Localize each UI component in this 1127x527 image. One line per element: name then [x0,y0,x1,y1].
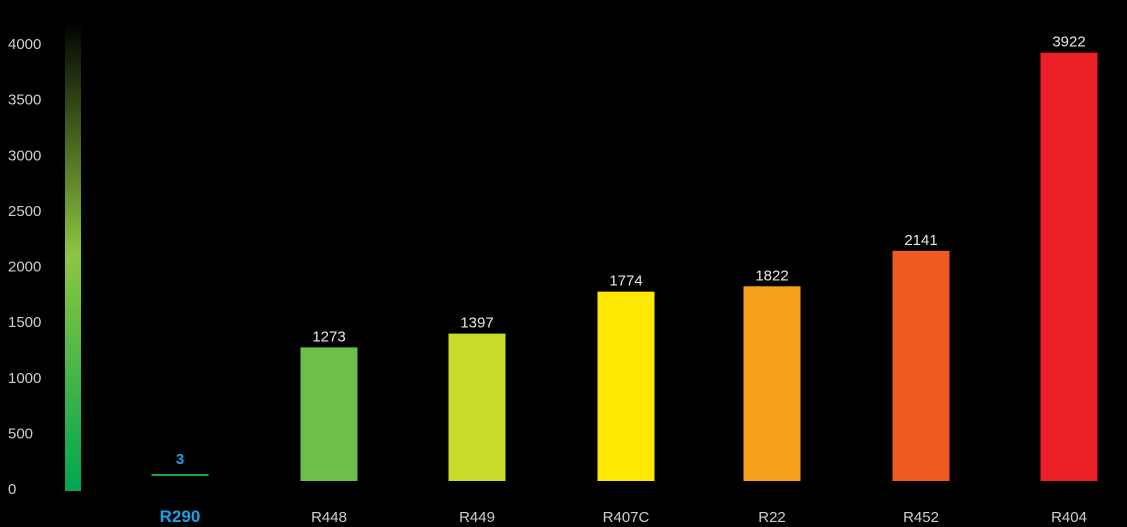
y-tick-label: 1500 [8,314,41,331]
value-label: 1273 [312,328,345,345]
y-tick-label: 3000 [8,147,41,164]
bar-r404 [1040,52,1098,482]
bar-r448 [300,347,358,481]
y-tick-label: 3500 [8,92,41,109]
category-label: R404 [1051,509,1087,526]
y-tick-label: 2500 [8,203,41,220]
y-tick-label: 0 [8,481,16,498]
category-label: R290 [160,507,201,526]
bar-r22 [743,286,801,481]
bar-r449 [448,333,506,481]
value-label: 3922 [1052,34,1085,51]
category-label: R448 [311,509,347,526]
bar-r290 [151,474,209,476]
category-label: R22 [758,509,786,526]
value-label: 1822 [755,267,788,284]
category-label: R449 [459,509,495,526]
y-tick-label: 4000 [8,36,41,53]
value-label: 1774 [609,273,642,290]
bar-r452 [892,250,950,481]
y-tick-label: 2000 [8,259,41,276]
value-label: 2141 [904,232,937,249]
y-tick-label: 500 [8,425,33,442]
value-label: 1397 [460,315,493,332]
bar-r407c [597,291,655,481]
value-label: 3 [176,451,184,468]
y-tick-label: 1000 [8,370,41,387]
color-scale-bar [65,20,81,491]
category-label: R407C [603,509,650,526]
category-label: R452 [903,509,939,526]
